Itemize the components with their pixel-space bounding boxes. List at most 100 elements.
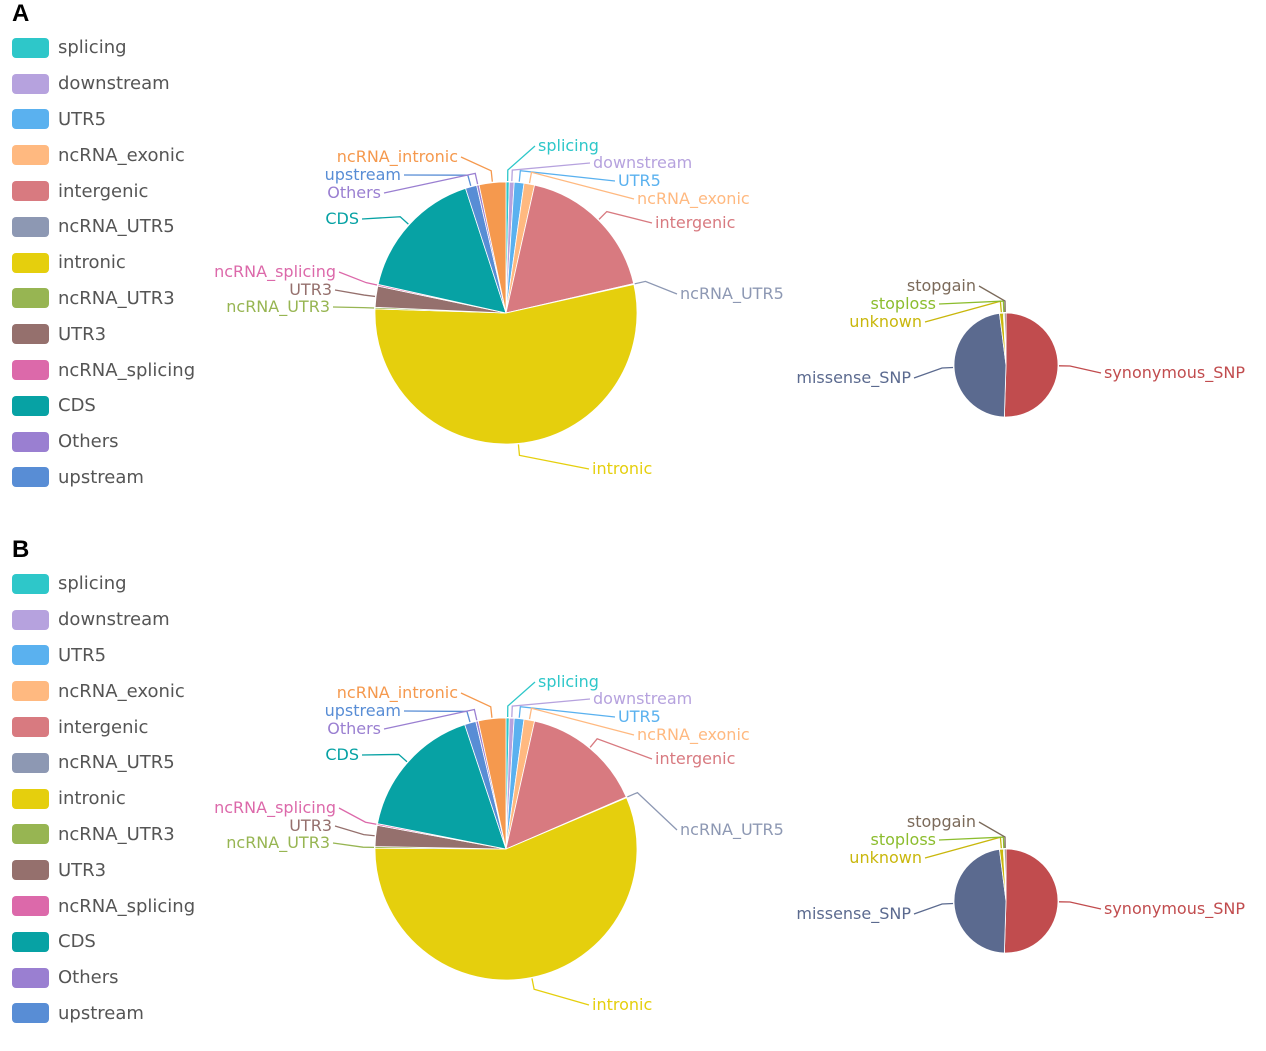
leader-line (531, 978, 590, 1006)
legend-swatch (12, 181, 49, 202)
slice-label: UTR3 (289, 280, 332, 299)
legend-swatch (12, 609, 49, 630)
legend-item[interactable]: Others (12, 424, 195, 460)
legend-swatch (12, 717, 49, 738)
legend-item[interactable]: ncRNA_UTR5 (12, 209, 195, 245)
pie-slice-missense-snp[interactable] (953, 312, 1007, 418)
legend-item[interactable]: downstream (12, 66, 195, 102)
leader-line (383, 172, 479, 194)
leader-line (361, 216, 409, 225)
slice-label: UTR5 (618, 171, 661, 190)
legend-item[interactable]: UTR3 (12, 852, 195, 888)
leader-line (528, 707, 635, 736)
legend-label: downstream (58, 73, 170, 95)
legend-swatch (12, 395, 49, 416)
legend-item[interactable]: ncRNA_splicing (12, 352, 195, 388)
legend-label: ncRNA_UTR5 (58, 216, 175, 238)
slice-label: splicing (538, 136, 599, 155)
slice-label: stoploss (871, 830, 936, 849)
slice-label: ncRNA_UTR5 (680, 820, 784, 840)
pie-slice-intronic[interactable] (374, 283, 638, 445)
legend-item[interactable]: upstream (12, 996, 195, 1032)
slice-label: unknown (849, 848, 922, 867)
legend-label: ncRNA_UTR5 (58, 752, 175, 774)
legend-swatch (12, 360, 49, 381)
panel-a: A splicing downstream UTR5 ncRNA_exonic inte… (0, 0, 1266, 515)
slice-label: unknown (849, 312, 922, 331)
slice-label: stoploss (871, 294, 936, 313)
pie-slice-missense-snp[interactable] (953, 848, 1007, 954)
pie-slice-synonymous-snp[interactable] (1003, 848, 1059, 954)
slice-label: splicing (538, 672, 599, 691)
legend-item[interactable]: downstream (12, 602, 195, 638)
legend-swatch (12, 573, 49, 594)
pie-slice-cds[interactable] (377, 724, 507, 850)
pie-charts: splicingdownstreamUTR5ncRNA_exonicinterg… (214, 672, 1245, 1014)
leader-line (1058, 901, 1102, 910)
legend-label: ncRNA_splicing (58, 895, 196, 917)
legend-item[interactable]: intronic (12, 245, 195, 281)
leader-line (338, 807, 377, 825)
legend-label: upstream (58, 1002, 144, 1024)
legend-label: UTR3 (58, 323, 107, 345)
legend-item[interactable]: intergenic (12, 709, 195, 745)
legend-swatch (12, 324, 49, 345)
leader-line (938, 300, 1005, 313)
slice-label: CDS (325, 209, 359, 228)
legend-item[interactable]: ncRNA_UTR5 (12, 745, 195, 781)
pie-slice-stopgain[interactable] (1003, 312, 1007, 366)
slice-label: upstream (325, 701, 401, 720)
pie-slice-stopgain[interactable] (1003, 848, 1007, 902)
leader-line (913, 366, 954, 379)
legend-label: downstream (58, 609, 170, 631)
legend-item[interactable]: CDS (12, 388, 195, 424)
legend-item[interactable]: ncRNA_exonic (12, 673, 195, 709)
legend-label: upstream (58, 466, 144, 488)
slice-label: ncRNA_UTR3 (226, 297, 330, 317)
legend-item[interactable]: splicing (12, 30, 195, 66)
legend-swatch (12, 824, 49, 845)
pie-slice-intergenic[interactable] (505, 184, 635, 314)
legend-item[interactable]: intergenic (12, 173, 195, 209)
leader-line (938, 836, 1005, 849)
slice-label: downstream (593, 689, 692, 708)
pie-slice-intergenic[interactable] (505, 720, 627, 850)
legend-item[interactable]: ncRNA_UTR3 (12, 817, 195, 853)
legend-item[interactable]: ncRNA_UTR3 (12, 281, 195, 317)
legend-item[interactable]: intronic (12, 781, 195, 817)
legend: splicing downstream UTR5 ncRNA_exonic interg… (12, 30, 195, 495)
pie-slice-intronic[interactable] (374, 797, 638, 981)
pie-slice-ncrna-intronic[interactable] (477, 717, 507, 850)
legend-swatch (12, 431, 49, 452)
slice-label: ncRNA_exonic (637, 189, 750, 209)
panel-b: B splicing downstream UTR5 ncRNA_exonic inte… (0, 536, 1266, 1051)
panel-label: A (12, 0, 30, 27)
slice-label: ncRNA_intronic (337, 683, 458, 703)
legend-swatch (12, 73, 49, 94)
legend-item[interactable]: ncRNA_exonic (12, 137, 195, 173)
legend-item[interactable]: UTR5 (12, 102, 195, 138)
leader-line (511, 162, 591, 182)
panel-label: B (12, 536, 30, 563)
slice-label: downstream (593, 153, 692, 172)
leader-line (978, 821, 1006, 849)
legend-item[interactable]: splicing (12, 566, 195, 602)
pie-slice-synonymous-snp[interactable] (1003, 312, 1059, 418)
leader-line (978, 285, 1006, 313)
legend-item[interactable]: Others (12, 960, 195, 996)
leader-line (518, 170, 616, 182)
pie-slice-cds[interactable] (377, 187, 507, 314)
leader-line (598, 210, 653, 224)
legend-label: UTR3 (58, 859, 107, 881)
legend-item[interactable]: ncRNA_splicing (12, 888, 195, 924)
legend-swatch (12, 252, 49, 273)
legend-item[interactable]: UTR5 (12, 638, 195, 674)
legend-item[interactable]: CDS (12, 924, 195, 960)
legend-swatch (12, 37, 49, 58)
slice-label: UTR5 (618, 707, 661, 726)
legend-item[interactable]: UTR3 (12, 316, 195, 352)
pie-slice-ncrna-intronic[interactable] (478, 181, 507, 314)
slice-label: Others (327, 719, 381, 738)
legend-label: ncRNA_UTR3 (58, 823, 175, 845)
legend-item[interactable]: upstream (12, 460, 195, 496)
